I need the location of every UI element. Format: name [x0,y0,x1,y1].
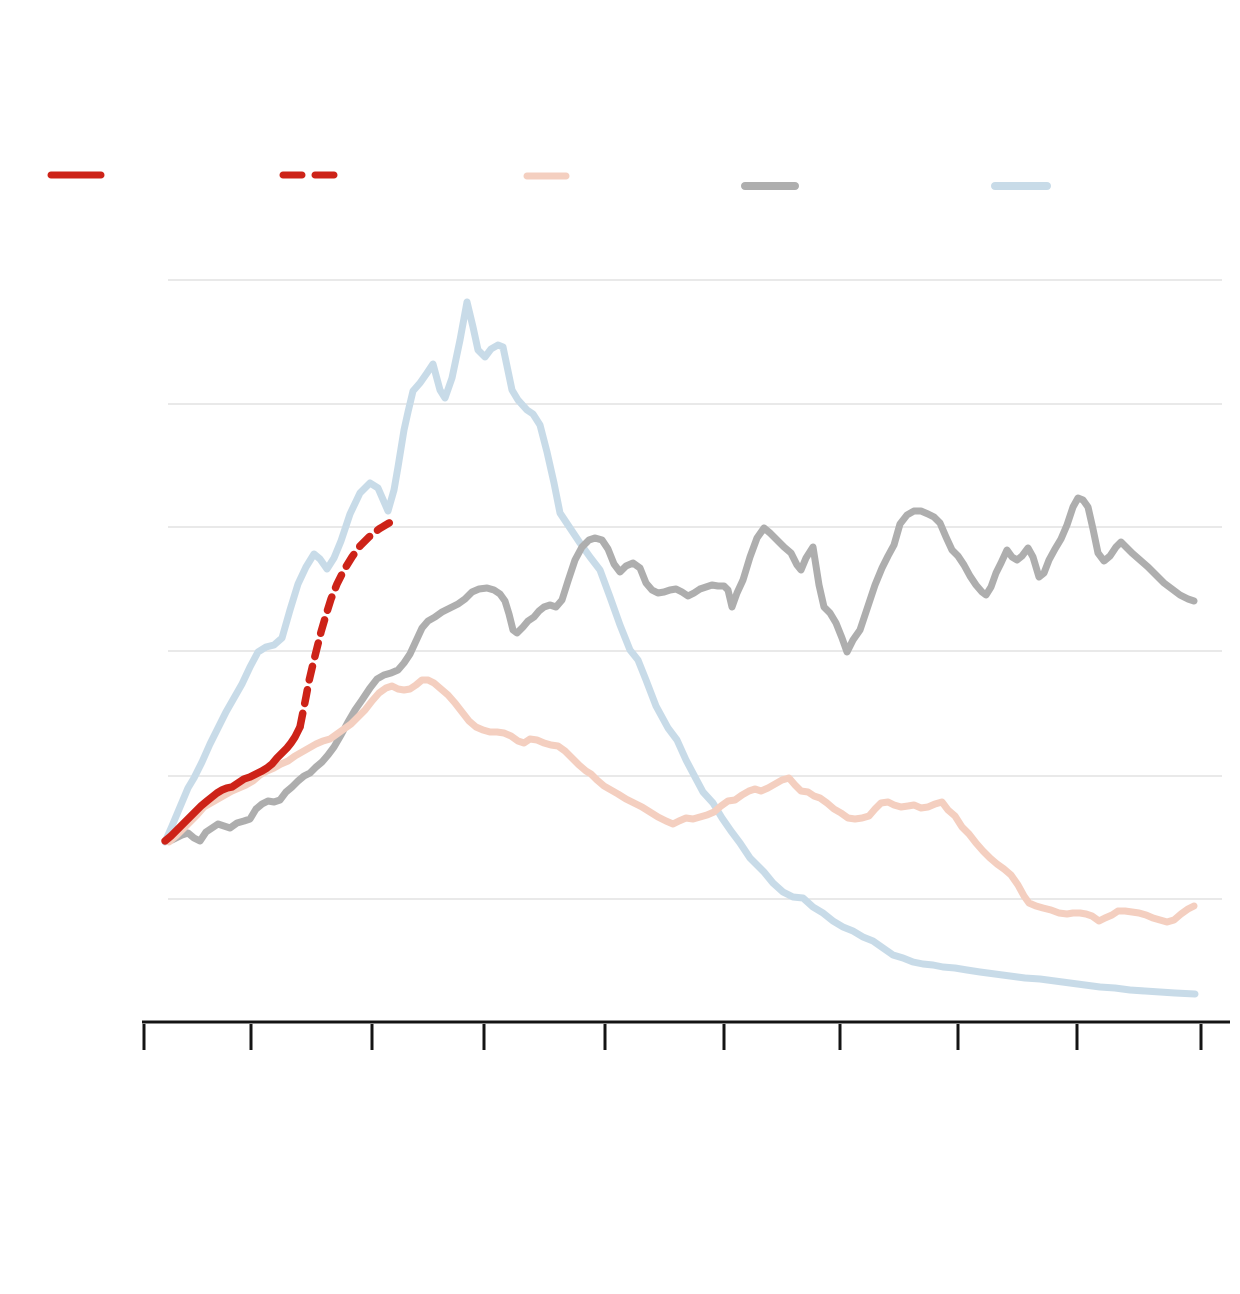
series-line-red-solid [161,723,304,845]
series-line-pink [165,676,1198,926]
series-line-gray [166,494,1198,845]
series-line-red-dashed [296,515,402,731]
series-line-blue [161,298,1199,998]
